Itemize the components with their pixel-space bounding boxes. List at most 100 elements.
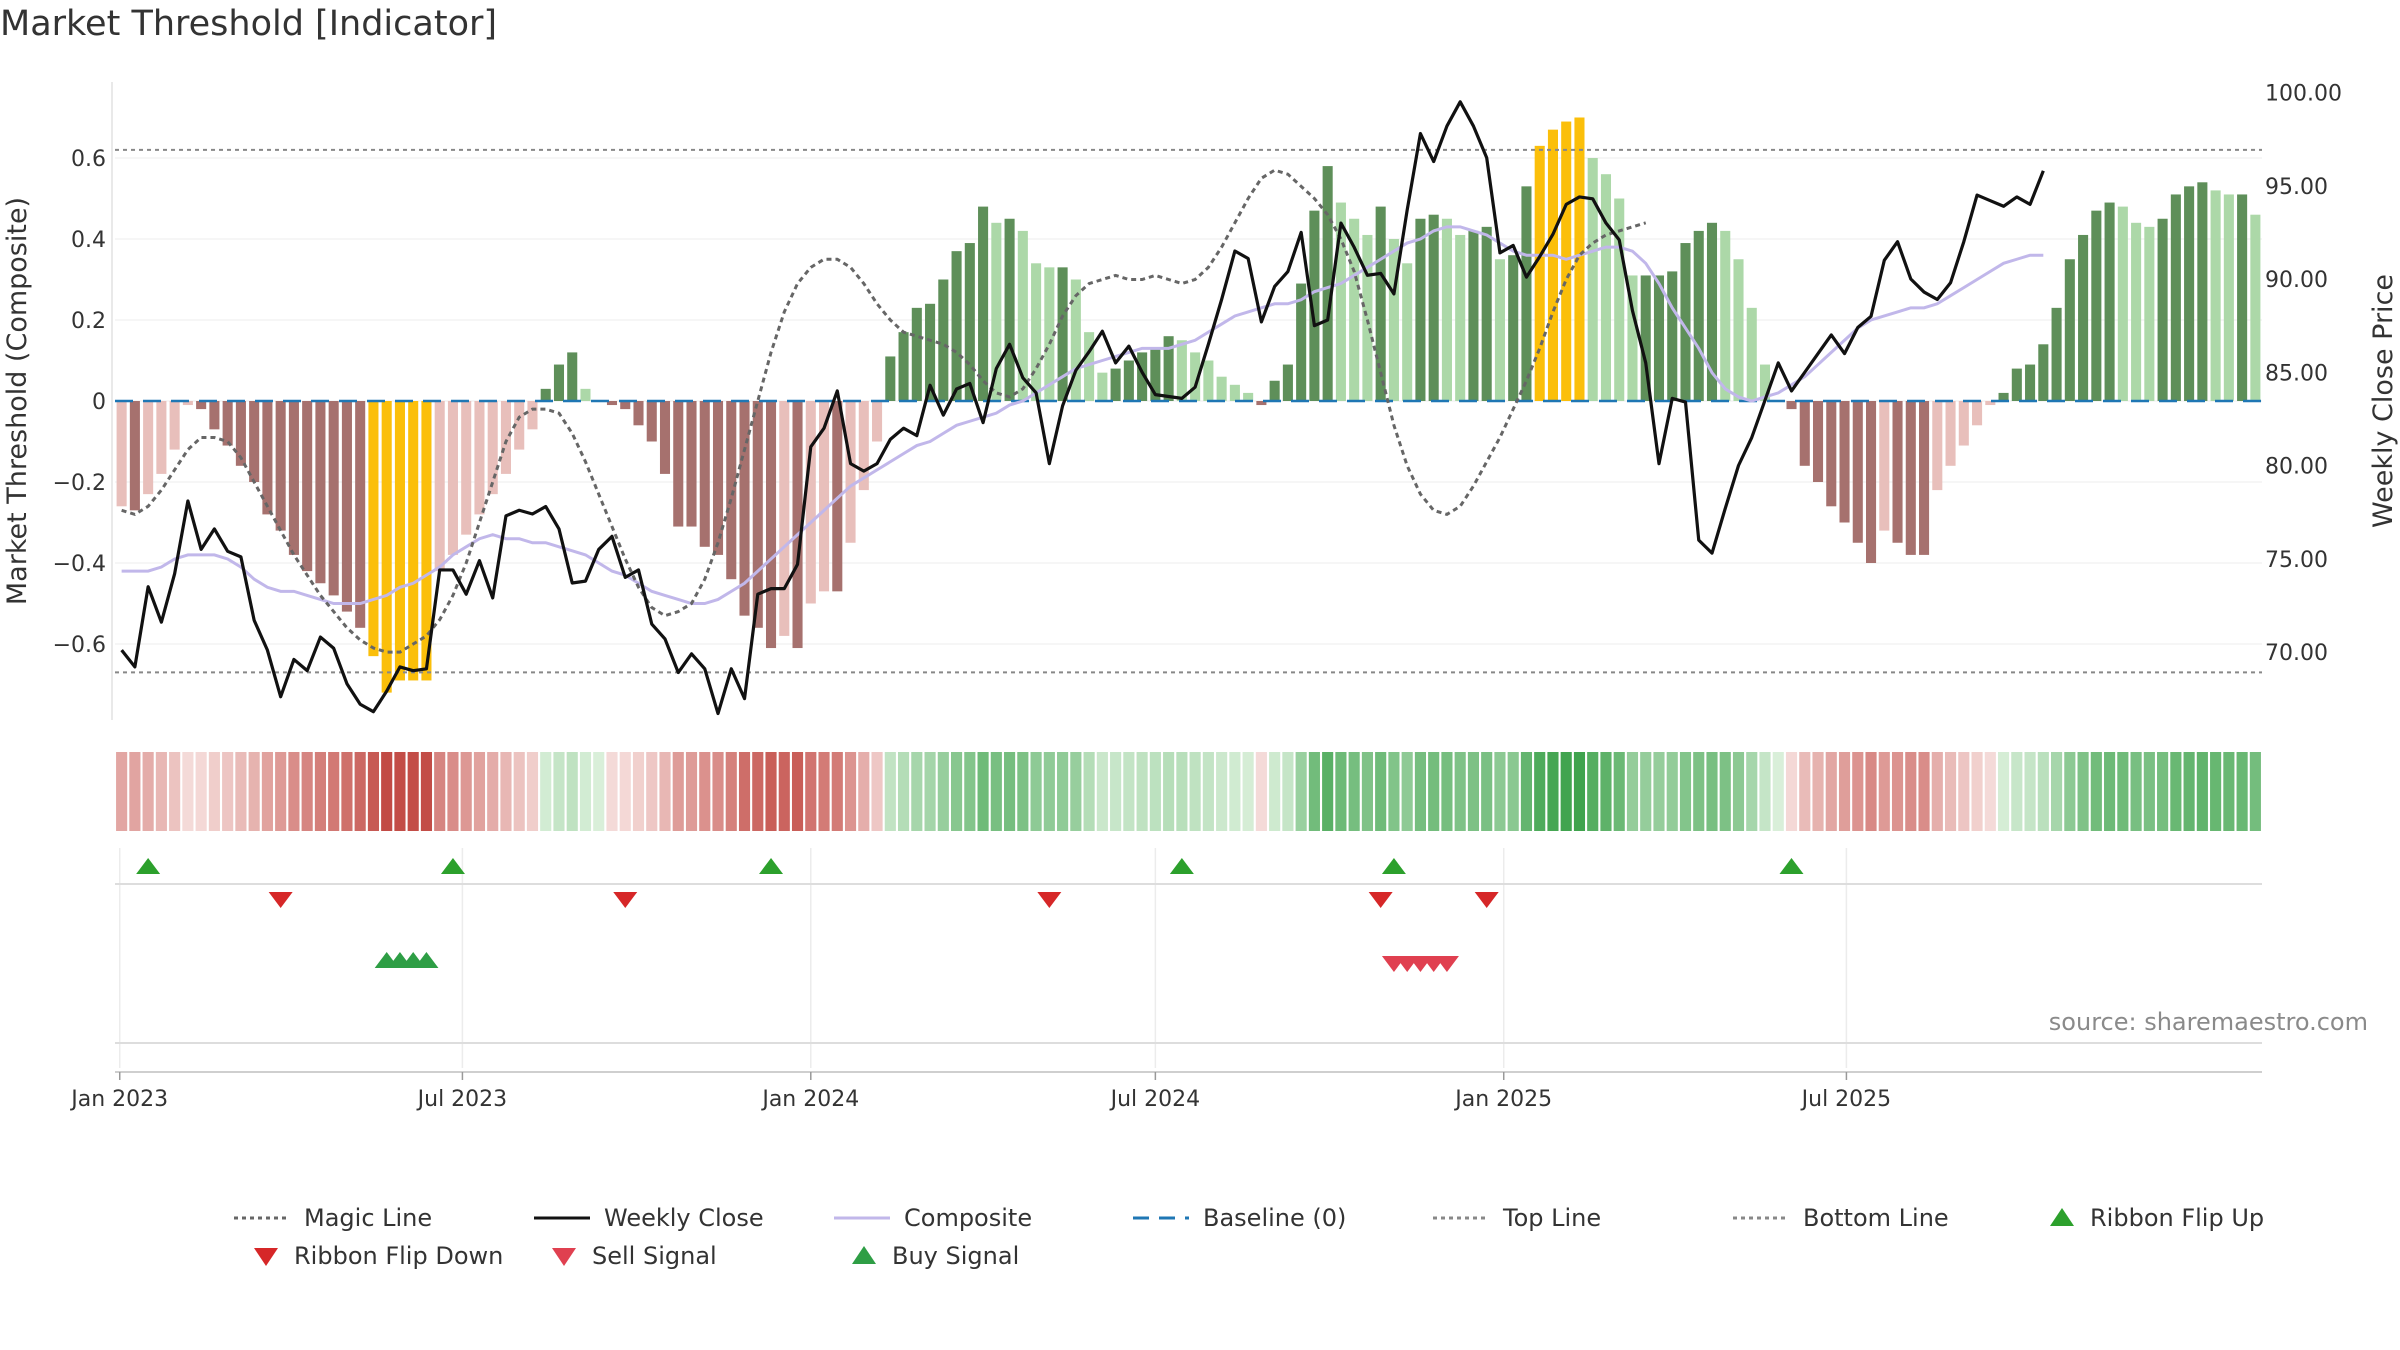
ribbon-cell <box>1931 752 1943 831</box>
histogram-bar <box>553 364 565 401</box>
ribbon-cell <box>328 752 340 831</box>
ribbon-cell <box>2024 752 2036 831</box>
histogram-bar <box>1892 401 1903 543</box>
ribbon-cell <box>513 752 525 831</box>
ribbon-flip-down-marker <box>268 892 293 908</box>
ribbon-cell <box>1229 752 1241 831</box>
ribbon-cell <box>354 752 366 831</box>
legend-label: Composite <box>904 1204 1033 1232</box>
y2-axis-label: Weekly Close Price <box>2368 274 2399 528</box>
histogram-bar <box>1826 401 1837 507</box>
histogram-bar <box>394 401 405 681</box>
y2-tick-label: 90.00 <box>2265 268 2328 293</box>
histogram-bar <box>315 401 326 584</box>
ribbon-cell <box>805 752 817 831</box>
ribbon-cell <box>1679 752 1692 831</box>
histogram-bar <box>978 206 989 401</box>
ribbon-cell <box>1163 752 1175 831</box>
ribbon-cell <box>235 752 247 831</box>
ribbon-flip-up-marker <box>759 858 784 874</box>
ribbon-cell <box>288 752 300 831</box>
ribbon-cell <box>2196 752 2208 831</box>
ribbon-cell <box>1706 752 1718 831</box>
histogram-bar <box>2064 259 2075 401</box>
ribbon-cell <box>1481 752 1493 831</box>
legend-symbol <box>1433 1216 1489 1220</box>
histogram-bar <box>567 352 578 401</box>
histogram-bar <box>1415 218 1426 401</box>
ribbon-cell <box>314 752 326 831</box>
legend-label: Sell Signal <box>592 1242 717 1270</box>
legend-item: Buy Signal <box>850 1241 1019 1271</box>
histogram-bar <box>1229 384 1240 401</box>
histogram-bar <box>1004 218 1015 401</box>
ribbon-cell <box>685 752 698 831</box>
ribbon-cell <box>275 752 287 831</box>
ribbon-cell <box>593 752 605 831</box>
y2-tick-label: 95.00 <box>2265 175 2328 200</box>
histogram-bar <box>421 401 432 681</box>
ribbon-cell <box>937 752 949 831</box>
histogram-bar <box>2078 234 2089 401</box>
source-label: source: sharemaestro.com <box>2048 1008 2368 1036</box>
ribbon-cell <box>1984 752 1996 831</box>
ribbon-cell <box>1428 752 1440 831</box>
ribbon-cell <box>1613 752 1625 831</box>
ribbon-cell <box>2077 752 2089 831</box>
ribbon-cell <box>1865 752 1877 831</box>
ribbon-cell <box>1454 752 1466 831</box>
ribbon-cell <box>1640 752 1652 831</box>
ribbon-flip-down-marker <box>1037 892 1062 908</box>
ribbon-cell <box>1070 752 1082 831</box>
histogram-bar <box>1799 401 1810 466</box>
ribbon-cell <box>129 752 141 831</box>
ribbon-cell <box>1308 752 1320 831</box>
ribbon-cell <box>1746 752 1758 831</box>
ribbon-cell <box>1388 752 1400 831</box>
ribbon-cell <box>2223 752 2235 831</box>
histogram-bar <box>196 401 207 410</box>
legend-symbol <box>552 1248 576 1266</box>
y2-tick-label: 100.00 <box>2265 82 2342 107</box>
histogram-bar <box>1335 202 1346 401</box>
y2-tick-label: 70.00 <box>2265 641 2328 666</box>
legend-label: Magic Line <box>304 1204 433 1232</box>
histogram-bar <box>686 401 697 527</box>
legend-item: Top Line <box>1433 1203 1601 1233</box>
histogram-bar <box>1706 222 1718 401</box>
histogram-bar <box>1547 129 1558 401</box>
histogram-bar <box>765 401 777 649</box>
legend-label: Ribbon Flip Down <box>294 1242 504 1270</box>
histogram-bar <box>1309 210 1320 401</box>
histogram-bar <box>1190 352 1201 401</box>
histogram-bar <box>1084 332 1095 401</box>
histogram-bar <box>1667 271 1678 401</box>
ribbon-cell <box>1043 752 1055 831</box>
ribbon-cell <box>1004 752 1016 831</box>
histogram-bar <box>2157 218 2168 401</box>
histogram-bar <box>1428 214 1439 401</box>
histogram-bar <box>182 401 193 406</box>
ribbon-cell <box>2064 752 2076 831</box>
histogram-bar <box>2131 222 2142 401</box>
histogram-bar <box>1839 401 1850 523</box>
histogram-bar <box>500 401 512 474</box>
histogram-bar <box>1985 401 1996 406</box>
ribbon-cell <box>699 752 711 831</box>
ribbon-cell <box>420 752 433 831</box>
ribbon-flip-up-marker <box>1779 858 1804 874</box>
ribbon-cell <box>367 752 380 831</box>
legend-label: Bottom Line <box>1803 1204 1949 1232</box>
ribbon-cell <box>407 752 419 831</box>
ribbon-cell <box>1666 752 1678 831</box>
ribbon-cell <box>381 752 393 831</box>
histogram-bar <box>633 401 644 426</box>
histogram-bar <box>858 401 869 491</box>
histogram-bar <box>752 401 763 628</box>
ribbon-cell <box>1560 752 1572 831</box>
legend-item: Bottom Line <box>1733 1203 1949 1233</box>
ribbon-cell <box>526 752 539 831</box>
x-tick-label: Jul 2023 <box>416 1087 508 1112</box>
legend-item: Magic Line <box>234 1203 432 1233</box>
histogram-bar <box>991 222 1002 401</box>
